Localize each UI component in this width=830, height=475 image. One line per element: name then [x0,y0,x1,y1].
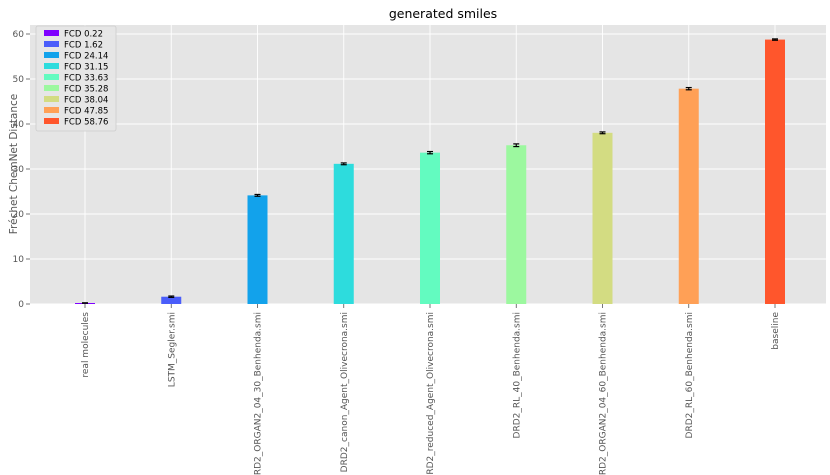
legend-swatch [44,63,59,69]
x-tick-label: DRD2_RL_60_Benhenda.smi [685,312,695,438]
x-axis-ticks: real molecules LSTM_Segler.smi DRD2_ORGAN2… [81,304,781,475]
y-tick-label: 0 [18,300,24,310]
legend-swatch [44,41,59,47]
legend-label: FCD 24.14 [64,52,108,62]
legend-label: FCD 38.04 [64,96,108,106]
legend-label: FCD 1.62 [64,41,103,51]
bar [247,195,268,304]
y-tick-label: 20 [13,210,25,220]
bar [420,152,440,304]
y-tick-label: 50 [13,75,25,85]
legend-swatch [44,107,59,113]
legend-label: FCD 31.15 [64,63,108,73]
y-tick-label: 60 [13,30,25,40]
bar [333,163,354,304]
legend-label: FCD 0.22 [64,30,103,40]
legend-swatch [44,74,59,80]
legend-swatch [44,52,59,58]
legend-label: FCD 47.85 [64,107,108,117]
legend-swatch [44,30,59,36]
legend-swatch [44,96,59,102]
bar [592,132,613,304]
y-tick-label: 30 [13,165,25,175]
y-tick-label: 10 [13,255,25,265]
x-tick-label: real molecules [81,312,91,378]
x-tick-label: DRD2_RL_40_Benhenda.smi [512,312,522,438]
legend-label: FCD 35.28 [64,85,108,95]
bar [161,296,182,304]
legend-swatch [44,85,59,91]
chart-title: generated smiles [389,6,497,21]
x-tick-label: baseline [771,312,781,350]
legend-swatch [44,118,59,124]
x-tick-label: DRD2_reduced_Agent_Olivecrona.smi [426,312,436,475]
y-axis-label: Fréchet ChemNet Distance [8,94,20,235]
legend-label: FCD 58.76 [64,118,108,128]
bar [506,145,527,304]
legend-label: FCD 33.63 [64,74,108,84]
x-tick-label: DRD2_ORGAN2_04_60_Benhenda.smi [599,312,609,475]
y-axis-ticks: 0 10 20 30 40 50 60 [13,30,30,310]
x-tick-label: DRD2_ORGAN2_04_30_Benhenda.smi [254,312,264,475]
y-tick-label: 40 [13,120,25,130]
x-tick-label: LSTM_Segler.smi [167,312,177,387]
bar [678,88,699,304]
bars [75,39,785,305]
error-bars [82,38,778,304]
x-tick-label: DRD2_canon_Agent_Olivecrona.smi [340,312,350,472]
bar [765,39,785,305]
